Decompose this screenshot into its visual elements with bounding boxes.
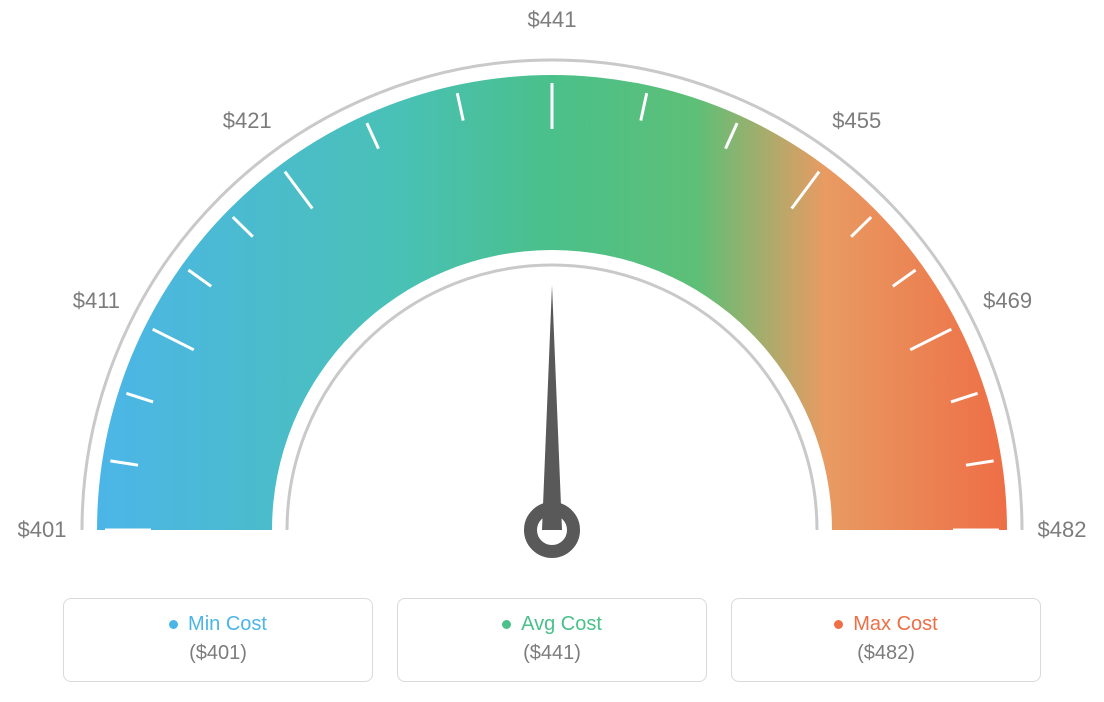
legend-value-avg: ($441) xyxy=(398,642,706,665)
legend-value-max: ($482) xyxy=(732,642,1040,665)
legend-card-max: Max Cost ($482) xyxy=(731,598,1041,682)
legend-value-min: ($401) xyxy=(64,642,372,665)
gauge-tick-label: $421 xyxy=(223,108,272,134)
gauge-tick-label: $455 xyxy=(832,108,881,134)
gauge-tick-label: $482 xyxy=(1038,517,1087,543)
legend-dot-min xyxy=(169,620,178,629)
legend-dot-max xyxy=(834,620,843,629)
legend-card-avg: Avg Cost ($441) xyxy=(397,598,707,682)
legend-label-min: Min Cost xyxy=(169,613,267,636)
legend-label-max: Max Cost xyxy=(834,613,937,636)
legend-card-min: Min Cost ($401) xyxy=(63,598,373,682)
gauge-chart: $401$411$421$441$455$469$482 xyxy=(20,20,1084,580)
legend-dot-avg xyxy=(502,620,511,629)
legend-text-max: Max Cost xyxy=(853,613,937,636)
legend-row: Min Cost ($401) Avg Cost ($441) Max Cost… xyxy=(20,598,1084,682)
legend-label-avg: Avg Cost xyxy=(502,613,602,636)
gauge-tick-label: $411 xyxy=(73,288,120,314)
gauge-svg xyxy=(20,20,1084,580)
legend-text-avg: Avg Cost xyxy=(521,613,602,636)
gauge-tick-label: $441 xyxy=(528,7,577,33)
legend-text-min: Min Cost xyxy=(188,613,267,636)
gauge-tick-label: $401 xyxy=(18,517,67,543)
gauge-tick-label: $469 xyxy=(983,288,1032,314)
